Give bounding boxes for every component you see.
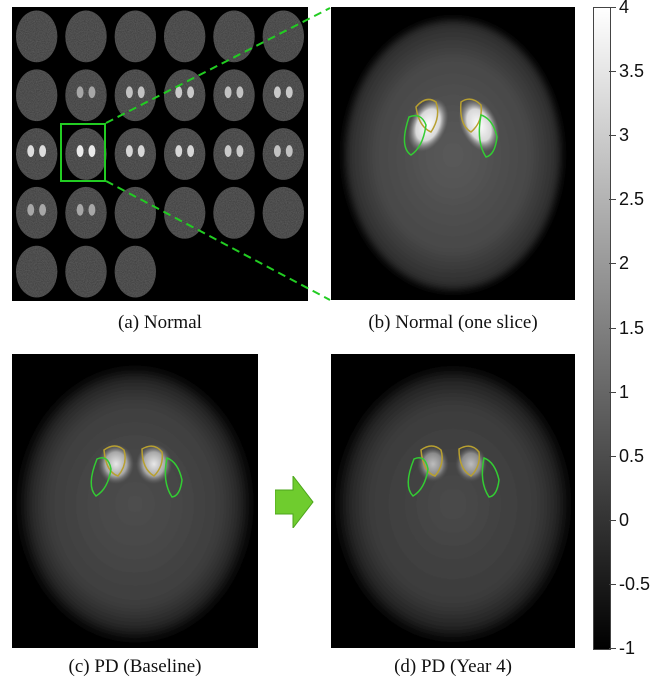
panel-a-montage — [12, 7, 308, 301]
caption-c: (c) PD (Baseline) — [68, 656, 202, 677]
caption-b: (b) Normal (one slice) — [368, 312, 538, 333]
montage-slice — [213, 186, 255, 239]
montage-slice — [65, 128, 107, 180]
montage-slice — [163, 128, 206, 180]
montage-slice — [262, 10, 305, 63]
montage-slice — [213, 128, 255, 180]
montage-slice — [15, 128, 58, 180]
caption-d: (d) PD (Year 4) — [394, 656, 512, 677]
panel-c-pd-baseline — [12, 354, 258, 648]
colorbar-tick — [609, 327, 616, 329]
colorbar-tick — [609, 199, 616, 201]
montage-slice — [213, 69, 255, 122]
colorbar-tick-label: 1 — [619, 381, 630, 402]
montage-slice — [114, 69, 157, 122]
montage-slice — [15, 69, 58, 122]
caption-a: (a) Normal — [118, 312, 202, 333]
montage-slice — [114, 245, 157, 298]
colorbar-tick-label: -0.5 — [619, 573, 651, 594]
colorbar-tick-label: 0.5 — [619, 445, 645, 466]
colorbar-tick — [609, 7, 616, 8]
colorbar-tick-label: 3.5 — [619, 61, 645, 82]
colorbar-tick — [609, 391, 616, 393]
montage-slice — [262, 128, 305, 180]
progression-arrow-icon — [275, 476, 314, 528]
colorbar-tick — [609, 455, 616, 457]
montage-slice — [262, 69, 305, 122]
montage-slice — [65, 245, 107, 298]
colorbar-tick-label: 4 — [619, 0, 630, 17]
montage-slice — [163, 10, 206, 63]
colorbar-tick — [609, 648, 616, 649]
montage-slice — [163, 186, 206, 239]
colorbar-tick-label: -1 — [619, 638, 636, 658]
brain-slice-pd-year4 — [341, 372, 565, 636]
montage-grid — [15, 10, 305, 298]
panel-d-pd-year4 — [331, 354, 575, 648]
colorbar-tick — [609, 583, 616, 585]
montage-slice — [213, 10, 255, 63]
colorbar-tick — [609, 135, 616, 137]
colorbar-tick-label: 1.5 — [619, 317, 645, 338]
highlight-box — [60, 123, 106, 182]
colorbar-tick-label: 2.5 — [619, 189, 645, 210]
colorbar — [593, 7, 611, 650]
colorbar-tick — [609, 519, 616, 521]
colorbar-tick — [609, 263, 616, 265]
montage-slice — [15, 245, 58, 298]
colorbar-tick-label: 0 — [619, 509, 630, 530]
montage-slice — [65, 69, 107, 122]
brain-slice-normal — [345, 20, 561, 290]
colorbar-tick — [609, 71, 616, 73]
colorbar-tick-label: 2 — [619, 253, 630, 274]
montage-slice — [163, 69, 206, 122]
brain-slice-pd-baseline — [23, 372, 247, 636]
montage-slice — [15, 10, 58, 63]
panel-b-slice — [331, 7, 575, 300]
montage-slice — [114, 128, 157, 180]
montage-slice — [65, 186, 107, 239]
montage-slice — [65, 10, 107, 63]
montage-slice — [114, 10, 157, 63]
montage-slice — [15, 186, 58, 239]
colorbar-tick-label: 3 — [619, 125, 630, 146]
montage-slice — [114, 186, 157, 239]
montage-slice — [262, 186, 305, 239]
